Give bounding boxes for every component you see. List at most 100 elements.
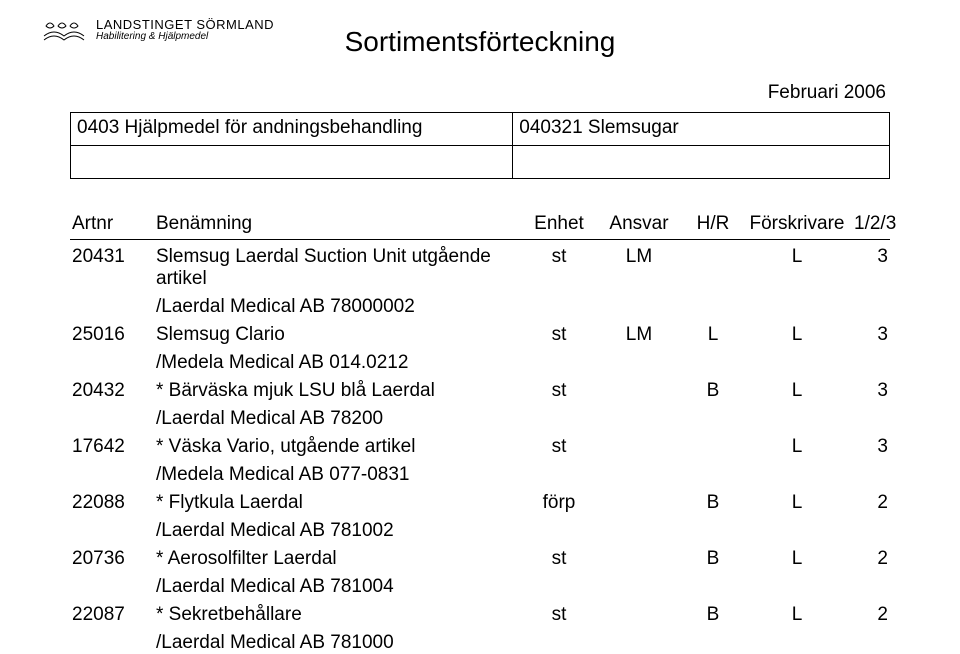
table-row-sub: /Laerdal Medical AB 781004 (70, 570, 890, 598)
cell-forskrivare: L (742, 374, 852, 402)
cell-artnr: 17642 (70, 430, 154, 458)
table-row: 22088* Flytkula Laerdalförp BL2 (70, 486, 890, 514)
cell-level: 3 (852, 318, 890, 346)
cell-artnr: 20431 (70, 240, 154, 291)
cell-empty (524, 402, 890, 430)
cell-level: 3 (852, 240, 890, 291)
table-body: 20431Slemsug Laerdal Suction Unit utgåen… (70, 240, 890, 654)
document-page: LANDSTINGET SÖRMLAND Habilitering & Hjäl… (0, 0, 960, 616)
cell-supplier: /Laerdal Medical AB 781000 (154, 626, 524, 654)
cell-artnr: 22088 (70, 486, 154, 514)
cell-ansvar (594, 542, 684, 570)
cell-ansvar (594, 374, 684, 402)
table-row: 20736* Aerosolfilter LaerdalstBL2 (70, 542, 890, 570)
cell-enhet: st (524, 374, 594, 402)
org-logo: LANDSTINGET SÖRMLAND Habilitering & Hjäl… (40, 18, 274, 44)
cell-empty (70, 626, 154, 654)
cell-enhet: st (524, 598, 594, 626)
cell-empty (70, 514, 154, 542)
cell-hr (684, 430, 742, 458)
table-row: 20431Slemsug Laerdal Suction Unit utgåen… (70, 240, 890, 291)
cell-forskrivare: L (742, 598, 852, 626)
cell-hr (684, 240, 742, 291)
col-artnr: Artnr (70, 213, 154, 240)
cell-artnr: 20432 (70, 374, 154, 402)
product-table: Artnr Benämning Enhet Ansvar H/R Förskri… (70, 213, 890, 654)
cell-empty (524, 626, 890, 654)
cell-enhet: st (524, 430, 594, 458)
cell-enhet: förp (524, 486, 594, 514)
cell-empty (70, 346, 154, 374)
col-benamning: Benämning (154, 213, 524, 240)
cell-empty (524, 570, 890, 598)
cell-artnr: 22087 (70, 598, 154, 626)
table-row-sub: /Laerdal Medical AB 781000 (70, 626, 890, 654)
cell-level: 2 (852, 542, 890, 570)
cell-forskrivare: L (742, 318, 852, 346)
cell-hr: B (684, 486, 742, 514)
cell-empty (524, 458, 890, 486)
cell-supplier: /Laerdal Medical AB 781004 (154, 570, 524, 598)
cell-empty (524, 514, 890, 542)
cell-level: 2 (852, 598, 890, 626)
cell-supplier: /Laerdal Medical AB 78000002 (154, 290, 524, 318)
cell-forskrivare: L (742, 486, 852, 514)
table-row-sub: /Laerdal Medical AB 781002 (70, 514, 890, 542)
org-logo-text: LANDSTINGET SÖRMLAND Habilitering & Hjäl… (96, 18, 274, 42)
cell-level: 2 (852, 486, 890, 514)
cell-empty (524, 346, 890, 374)
table-row-sub: /Laerdal Medical AB 78000002 (70, 290, 890, 318)
cell-name: * Flytkula Laerdal (154, 486, 524, 514)
cell-empty (524, 290, 890, 318)
cell-supplier: /Medela Medical AB 077-0831 (154, 458, 524, 486)
cell-forskrivare: L (742, 430, 852, 458)
table-row: 22087* SekretbehållarestBL2 (70, 598, 890, 626)
category-empty-2 (513, 146, 890, 179)
col-ansvar: Ansvar (594, 213, 684, 240)
cell-artnr: 25016 (70, 318, 154, 346)
cell-enhet: st (524, 318, 594, 346)
cell-ansvar: LM (594, 240, 684, 291)
cell-artnr: 20736 (70, 542, 154, 570)
table-row-sub: /Medela Medical AB 014.0212 (70, 346, 890, 374)
cell-name: * Aerosolfilter Laerdal (154, 542, 524, 570)
cell-name: Slemsug Laerdal Suction Unit utgående ar… (154, 240, 524, 291)
cell-empty (70, 290, 154, 318)
cell-hr: B (684, 374, 742, 402)
cell-hr: B (684, 542, 742, 570)
table-row: 20432* Bärväska mjuk LSU blå LaerdalstBL… (70, 374, 890, 402)
col-hr: H/R (684, 213, 742, 240)
cell-forskrivare: L (742, 542, 852, 570)
crown-heraldry-icon (40, 18, 90, 44)
document-date: Februari 2006 (70, 82, 890, 104)
category-table: 0403 Hjälpmedel för andningsbehandling 0… (70, 112, 890, 179)
cell-name: Slemsug Clario (154, 318, 524, 346)
category-sub: 040321 Slemsugar (513, 113, 890, 146)
table-header-row: Artnr Benämning Enhet Ansvar H/R Förskri… (70, 213, 890, 240)
cell-enhet: st (524, 240, 594, 291)
org-unit: Habilitering & Hjälpmedel (96, 32, 274, 42)
cell-empty (70, 570, 154, 598)
cell-supplier: /Medela Medical AB 014.0212 (154, 346, 524, 374)
cell-supplier: /Laerdal Medical AB 78200 (154, 402, 524, 430)
cell-ansvar (594, 430, 684, 458)
cell-supplier: /Laerdal Medical AB 781002 (154, 514, 524, 542)
cell-name: * Väska Vario, utgående artikel (154, 430, 524, 458)
table-row: 17642* Väska Vario, utgående artikelst L3 (70, 430, 890, 458)
col-forskrivare: Förskrivare (742, 213, 852, 240)
cell-ansvar (594, 598, 684, 626)
cell-level: 3 (852, 430, 890, 458)
table-row-sub: /Laerdal Medical AB 78200 (70, 402, 890, 430)
cell-empty (70, 458, 154, 486)
table-row: 25016Slemsug ClariostLMLL3 (70, 318, 890, 346)
col-level: 1/2/3 (852, 213, 890, 240)
cell-ansvar (594, 486, 684, 514)
cell-hr: L (684, 318, 742, 346)
org-name: LANDSTINGET SÖRMLAND (96, 18, 274, 31)
cell-ansvar: LM (594, 318, 684, 346)
cell-forskrivare: L (742, 240, 852, 291)
cell-level: 3 (852, 374, 890, 402)
category-main: 0403 Hjälpmedel för andningsbehandling (71, 113, 513, 146)
table-row-sub: /Medela Medical AB 077-0831 (70, 458, 890, 486)
col-enhet: Enhet (524, 213, 594, 240)
